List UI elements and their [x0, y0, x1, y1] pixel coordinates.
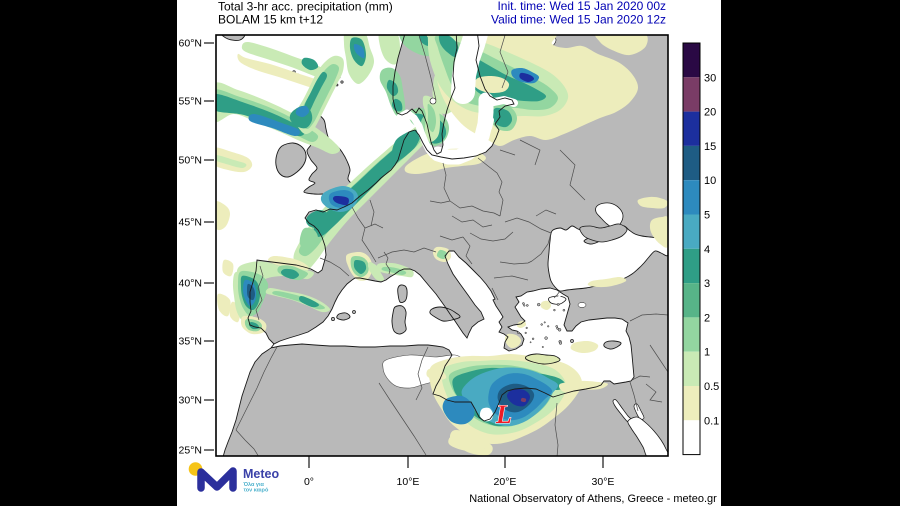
- svg-text:0°: 0°: [304, 476, 314, 488]
- svg-text:20°E: 20°E: [494, 476, 517, 488]
- svg-text:10°E: 10°E: [397, 476, 420, 488]
- svg-text:Init. time: Wed 15 Jan 2020 00: Init. time: Wed 15 Jan 2020 00z: [497, 0, 666, 13]
- svg-text:Όλα για: Όλα για: [243, 482, 265, 488]
- svg-text:55°N: 55°N: [179, 96, 202, 108]
- svg-text:1: 1: [704, 347, 710, 359]
- svg-text:40°N: 40°N: [179, 278, 202, 290]
- svg-text:25°N: 25°N: [179, 445, 202, 457]
- svg-text:3: 3: [704, 278, 710, 290]
- svg-text:45°N: 45°N: [179, 217, 202, 229]
- svg-text:Meteo: Meteo: [243, 467, 279, 481]
- svg-text:τον καιρό: τον καιρό: [244, 488, 269, 494]
- svg-text:30°N: 30°N: [179, 395, 202, 407]
- svg-text:2: 2: [704, 312, 710, 324]
- svg-text:35°N: 35°N: [179, 336, 202, 348]
- svg-text:L: L: [495, 400, 512, 429]
- svg-text:Total 3-hr acc. precipitation: Total 3-hr acc. precipitation (mm): [218, 0, 393, 14]
- svg-text:5: 5: [704, 210, 710, 222]
- svg-text:15: 15: [704, 141, 716, 153]
- svg-text:BOLAM 15 km t+12: BOLAM 15 km t+12: [218, 13, 323, 27]
- svg-text:National Observatory of Athens: National Observatory of Athens, Greece -…: [469, 493, 717, 505]
- svg-text:Valid time: Wed 15 Jan 2020 12: Valid time: Wed 15 Jan 2020 12z: [491, 13, 666, 27]
- svg-text:50°N: 50°N: [179, 155, 202, 167]
- svg-text:10: 10: [704, 175, 716, 187]
- svg-text:0.5: 0.5: [704, 381, 719, 393]
- svg-text:30: 30: [704, 72, 716, 84]
- svg-text:30°E: 30°E: [592, 476, 615, 488]
- svg-text:0.1: 0.1: [704, 415, 719, 427]
- svg-text:4: 4: [704, 244, 710, 256]
- svg-text:20: 20: [704, 107, 716, 119]
- svg-text:60°N: 60°N: [179, 38, 202, 50]
